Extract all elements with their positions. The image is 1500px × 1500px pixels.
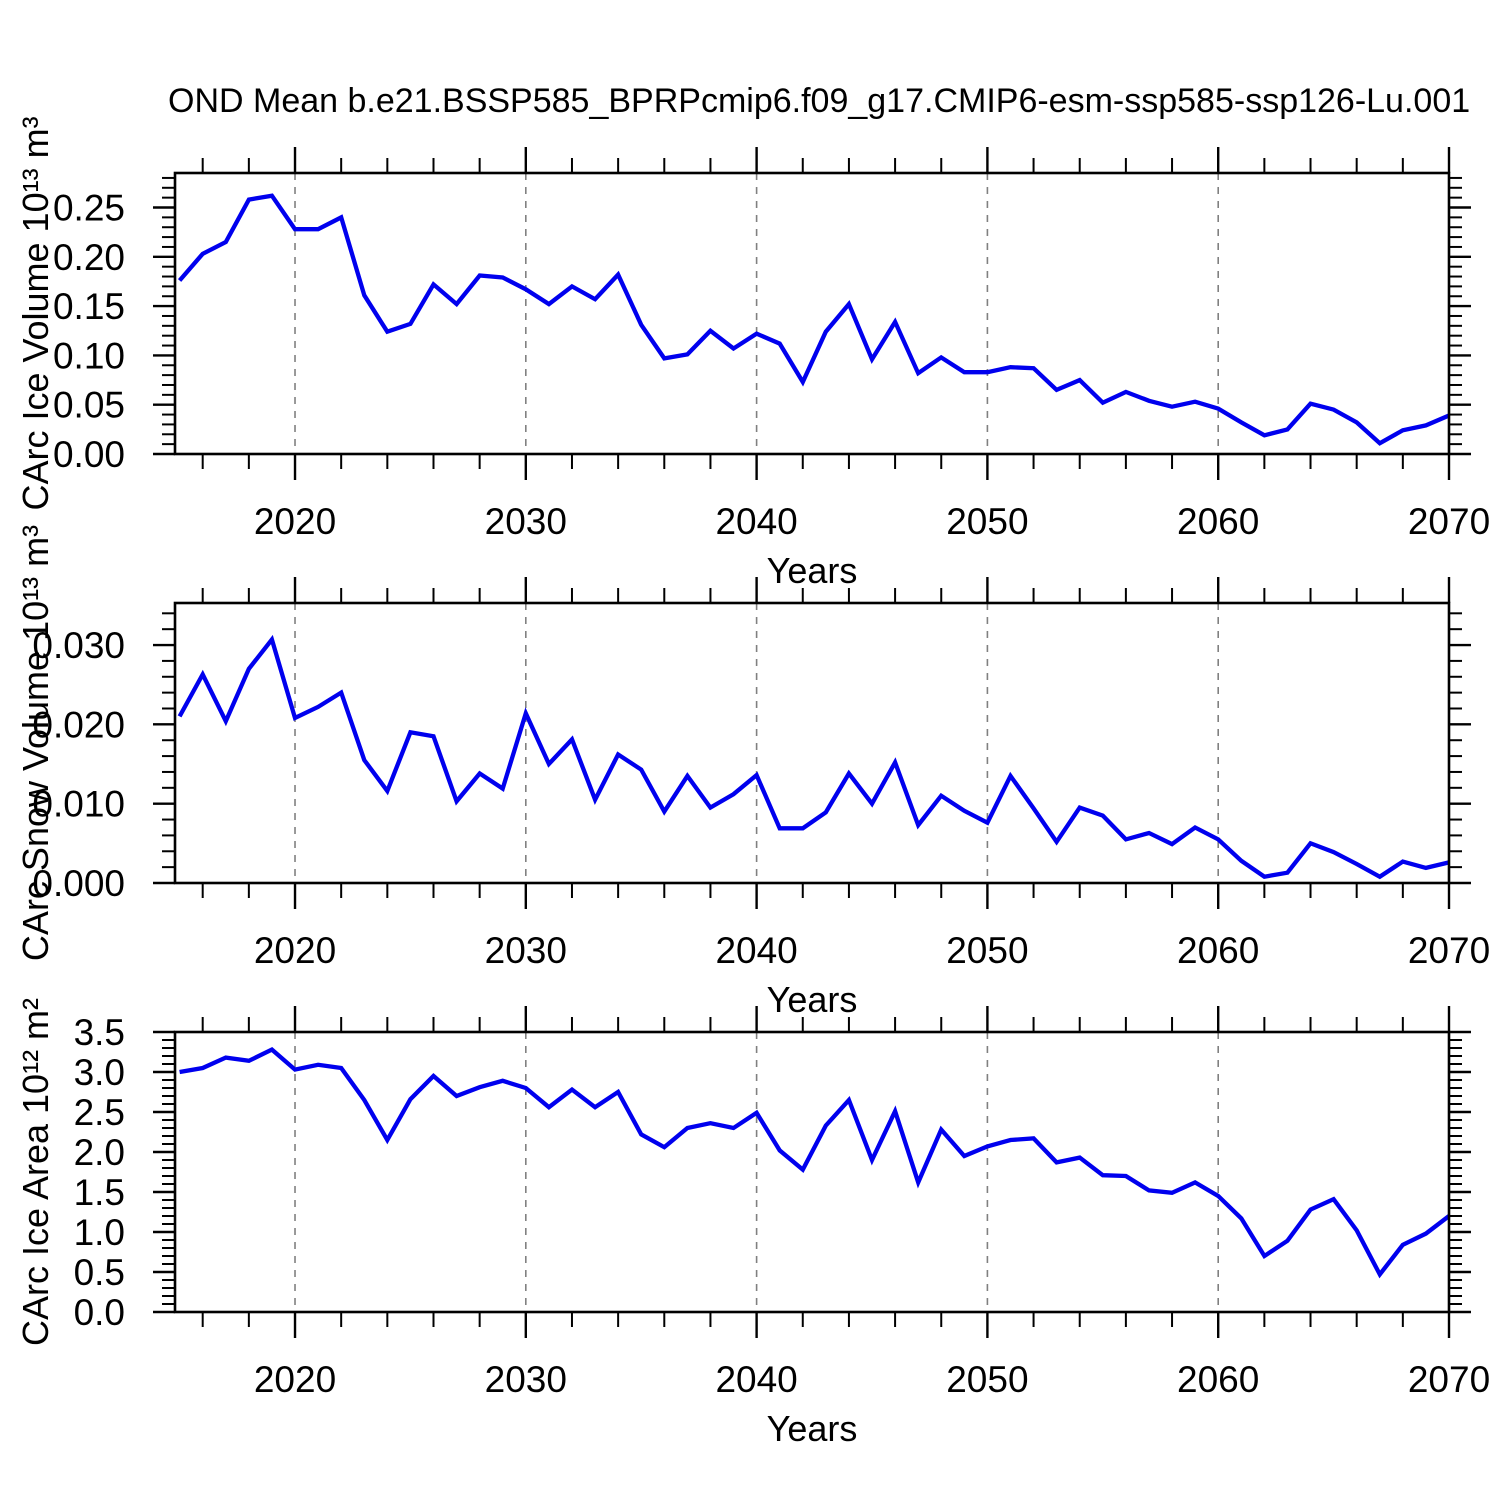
y-tick-label: 0.05	[53, 385, 125, 426]
x-tick-label: 2030	[485, 1359, 567, 1400]
y-axis-title-ice-volume: CArc Ice Volume 10¹³ m³	[15, 116, 56, 510]
x-tick-label: 2040	[715, 1359, 797, 1400]
x-tick-label: 2030	[485, 501, 567, 542]
x-axis-title: Years	[767, 1408, 858, 1449]
plot-frame	[173, 1030, 1451, 1314]
y-tick-label: 0.00	[53, 434, 125, 475]
snow-volume-line	[177, 634, 1450, 880]
y-tick-label: 0.020	[32, 704, 125, 745]
figure-title: OND Mean b.e21.BSSP585_BPRPcmip6.f09_g17…	[168, 82, 1471, 120]
plot-frame	[173, 171, 1451, 456]
y-tick-label: 2.5	[74, 1092, 125, 1133]
y-tick-label: 3.5	[74, 1012, 125, 1053]
y-tick-label: 0.20	[53, 237, 125, 278]
y-tick-label: 1.0	[74, 1212, 125, 1253]
x-axis-title: Years	[767, 550, 858, 591]
x-tick-label: 2020	[254, 1359, 336, 1400]
x-tick-label: 2070	[1408, 501, 1490, 542]
panel-ice-area: 0.00.51.01.52.02.53.03.5 2020 2030 2040 2050…	[15, 998, 1490, 1449]
ice-volume-line	[177, 193, 1450, 446]
y-axis-title-snow-volume: CArc Snow Volume 10¹³ m³	[15, 525, 56, 961]
x-tick-label: 2060	[1177, 1359, 1259, 1400]
plot-frame	[173, 601, 1451, 885]
x-tick-label: 2060	[1177, 501, 1259, 542]
x-tick-label: 2040	[715, 501, 797, 542]
x-tick-label: 2030	[485, 930, 567, 971]
y-tick-label: 0.030	[32, 625, 125, 666]
x-tick-label: 2050	[946, 1359, 1028, 1400]
panel-snow-volume: 0.000 0.010 0.020 0.030 2020 2030 2040 2050 2060…	[15, 525, 1490, 1020]
x-tick-label: 2060	[1177, 930, 1259, 971]
y-tick-label: 0.000	[32, 863, 125, 904]
x-tick-label: 2070	[1408, 930, 1490, 971]
panel-ice-volume: 0.00 0.05 0.10 0.15 0.20 0.25 2020 2030 2040 2050…	[15, 116, 1490, 591]
x-tick-label: 2040	[715, 930, 797, 971]
x-tick-label: 2020	[254, 501, 336, 542]
x-tick-label: 2070	[1408, 1359, 1490, 1400]
y-tick-label: 0.25	[53, 188, 125, 229]
x-axis-title: Years	[767, 979, 858, 1020]
x-tick-label: 2050	[946, 501, 1028, 542]
ice-area-line	[179, 1047, 1451, 1279]
y-tick-label: 0.10	[53, 335, 125, 376]
y-tick-label: 0.010	[32, 784, 125, 825]
y-tick-label: 3.0	[74, 1052, 125, 1093]
x-tick-label: 2050	[946, 930, 1028, 971]
x-tick-label: 2020	[254, 930, 336, 971]
y-tick-label: 0.15	[53, 286, 125, 327]
y-tick-label: 0.0	[74, 1292, 125, 1333]
y-tick-label: 2.0	[74, 1132, 125, 1173]
y-tick-label: 0.5	[74, 1252, 125, 1293]
y-tick-label: 1.5	[74, 1172, 125, 1213]
y-axis-title-ice-area: CArc Ice Area 10¹² m²	[15, 998, 56, 1346]
